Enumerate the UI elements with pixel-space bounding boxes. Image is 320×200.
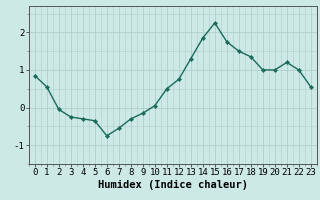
X-axis label: Humidex (Indice chaleur): Humidex (Indice chaleur) bbox=[98, 180, 248, 190]
